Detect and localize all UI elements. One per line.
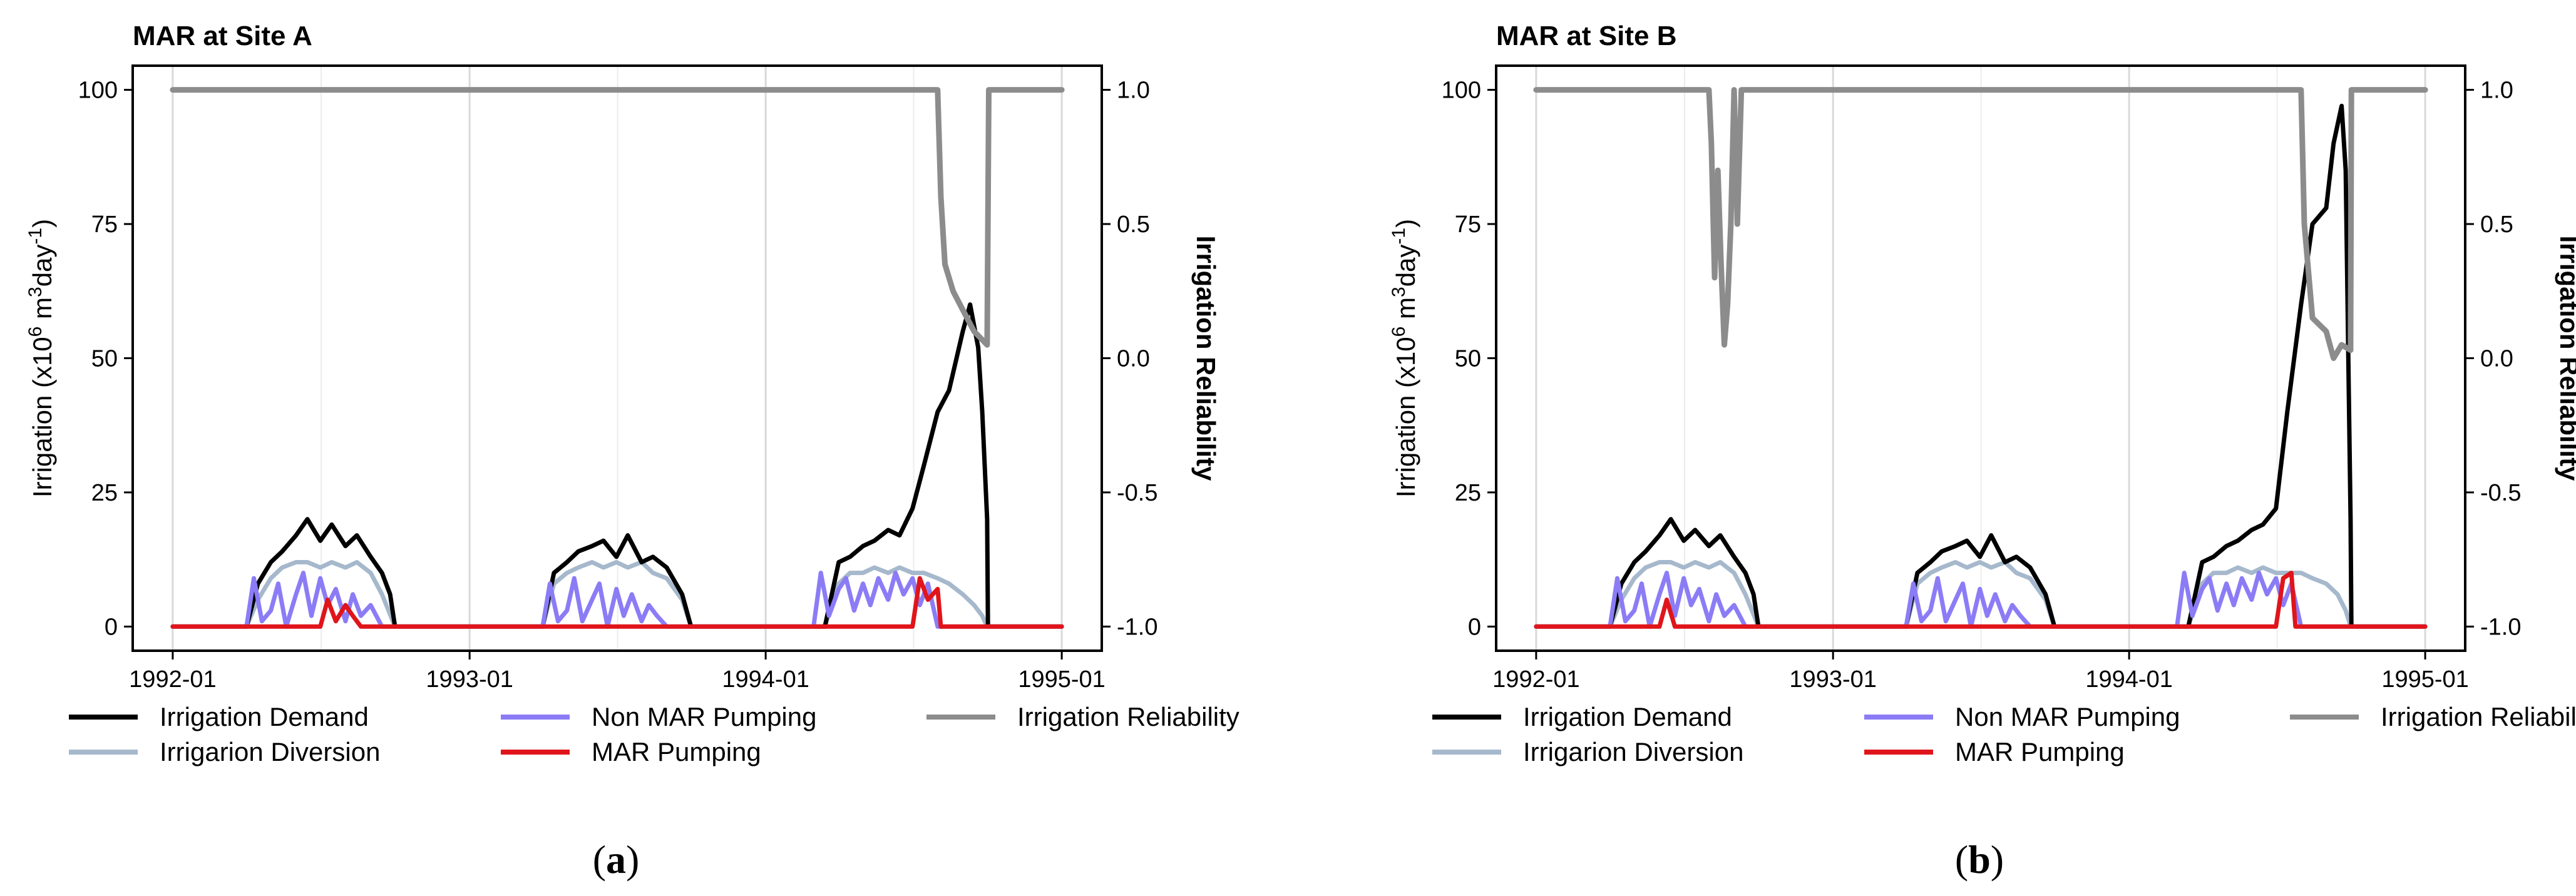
legend-label: Irrigarion Diversion [1523,737,1743,766]
legend-label: Irrigation Reliability [2381,702,2576,731]
legend-label: Non MAR Pumping [1955,702,2180,731]
x-tick-label: 1994-01 [722,666,809,693]
series-irrigation-demand [1534,103,2428,629]
series-irrigation-demand [170,302,1064,629]
y2-tick-label: 1.0 [2480,78,2513,104]
y-tick-label: 0 [1468,614,1481,640]
series-group [1533,87,2428,629]
y2-tick-label: 0.5 [2480,211,2513,238]
series-non-mar-pumping [170,571,1064,629]
series-irrigarion-diversion [170,560,1064,629]
series-non-mar-pumping [1534,571,2428,629]
x-tick-label: 1992-01 [129,666,216,693]
legend: Irrigation Demand Non MAR Pumping Irrigati… [1432,702,2576,766]
panel-caption: (b) [1955,837,2004,882]
legend: Irrigation Demand Non MAR Pumping Irrigati… [69,702,1239,766]
panel-site-b: MAR at Site B 1992-01 1993-01 1994-01 1995-0… [1388,21,2576,882]
y-tick-label: 25 [1455,480,1481,506]
y-tick-label: 100 [78,78,118,104]
y-tick-label: 100 [1442,78,1481,104]
y2-tick-label: -0.5 [1117,480,1157,506]
y2-tick-label: 0.0 [2480,346,2513,372]
x-tick-label: 1995-01 [1018,666,1105,693]
y-axis-label: Irrigation (x106 m3day-1) [1388,219,1421,497]
legend-label: Irrigation Demand [160,702,369,731]
y-axis-left: 0 25 50 75 100 [1442,78,1496,640]
y-axis-left: 0 25 50 75 100 [78,78,133,640]
series-irrigarion-diversion [1534,560,2428,629]
x-tick-label: 1992-01 [1492,666,1579,693]
legend-label: MAR Pumping [592,737,761,766]
y2-axis-label: Irrigation Reliability [2555,235,2576,481]
y-axis-right: -1.0 -0.5 0.0 0.5 1.0 [2465,78,2521,640]
y2-tick-label: 0.0 [1117,346,1150,372]
x-axis: 1992-01 1993-01 1994-01 1995-01 [129,651,1106,693]
y-tick-label: 50 [1455,346,1481,372]
y-axis-right: -1.0 -0.5 0.0 0.5 1.0 [1102,78,1157,640]
grid [172,66,1063,651]
y2-axis-label: Irrigation Reliability [1191,235,1221,481]
series-mar-pumping [1534,571,2428,629]
x-axis: 1992-01 1993-01 1994-01 1995-01 [1492,651,2469,693]
series-irrigation-reliability [1533,87,2428,361]
series-irrigation-reliability [170,87,1065,348]
x-tick-label: 1994-01 [2085,666,2172,693]
x-tick-label: 1993-01 [1789,666,1876,693]
y-tick-label: 50 [91,346,118,372]
grid [1535,66,2426,651]
legend-label: Irrigarion Diversion [160,737,380,766]
y-tick-label: 0 [105,614,118,640]
y-tick-label: 25 [91,480,118,506]
legend-label: Non MAR Pumping [592,702,816,731]
y-axis-label: Irrigation (x106 m3day-1) [25,219,58,497]
y2-tick-label: 0.5 [1117,211,1150,238]
panel-site-a: MAR at Site A 1992-01 1993-01 1994-01 1995-0… [25,21,1239,882]
chart-title: MAR at Site B [1496,21,1676,51]
legend-label: MAR Pumping [1955,737,2125,766]
legend-label: Irrigation Demand [1523,702,1732,731]
x-tick-label: 1995-01 [2381,666,2468,693]
legend-label: Irrigation Reliability [1017,702,1239,731]
chart-title: MAR at Site A [133,21,312,51]
series-mar-pumping [170,576,1064,629]
y2-tick-label: 1.0 [1117,78,1150,104]
y-tick-label: 75 [91,211,118,238]
series-group [170,87,1065,629]
y2-tick-label: -0.5 [2480,480,2521,506]
panel-caption: (a) [593,837,640,882]
y-tick-label: 75 [1455,211,1481,238]
y2-tick-label: -1.0 [1117,614,1157,640]
x-tick-label: 1993-01 [426,666,513,693]
y2-tick-label: -1.0 [2480,614,2521,640]
